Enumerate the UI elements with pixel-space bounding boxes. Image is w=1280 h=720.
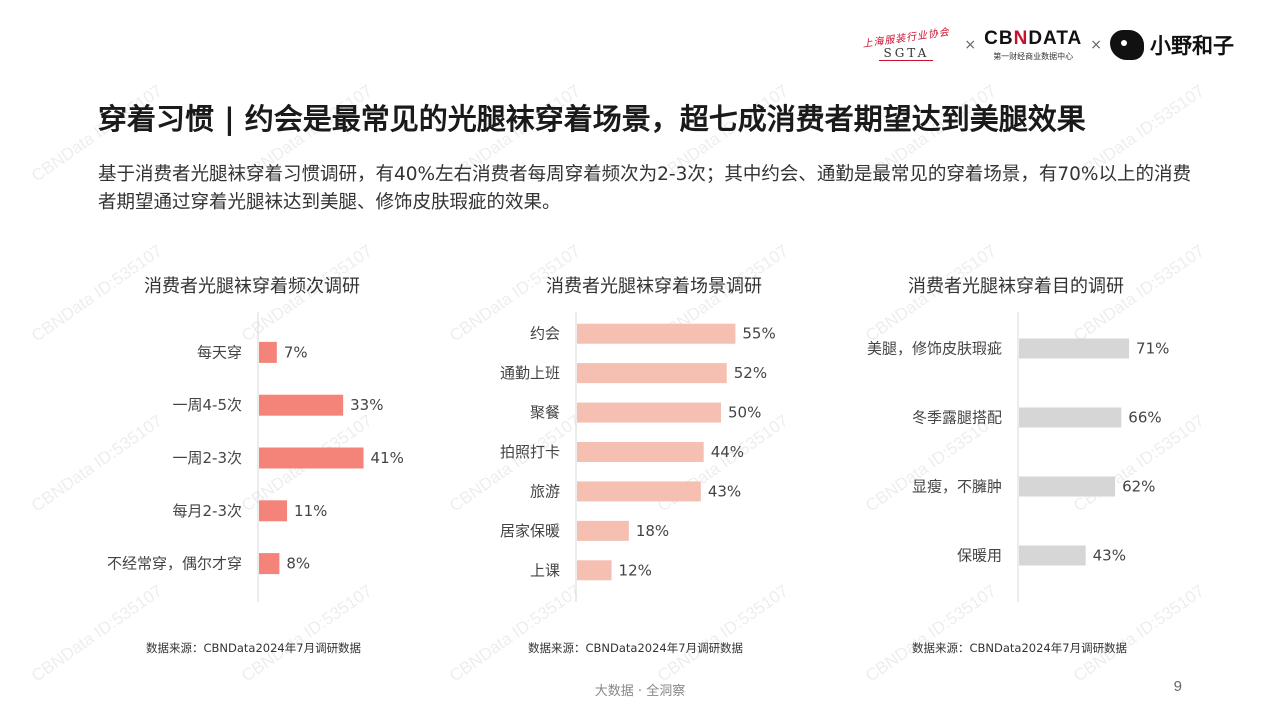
bar bbox=[577, 442, 704, 462]
value-label: 8% bbox=[286, 555, 310, 573]
bar bbox=[577, 560, 612, 581]
bar bbox=[1019, 407, 1122, 428]
xiaoyehezi-logo: 小野和子 bbox=[1110, 30, 1234, 60]
cbndata-logo-wordmark: CBNDATA bbox=[984, 28, 1082, 50]
bar bbox=[1019, 476, 1116, 497]
category-label: 美腿，修饰皮肤瑕疵 bbox=[867, 340, 1002, 358]
value-label: 41% bbox=[371, 449, 404, 467]
purpose-bar-chart: 美腿，修饰皮肤瑕疵 71% 冬季露腿搭配 66% 显瘦，不臃肿 62% 保暖用 43% bbox=[867, 312, 1169, 602]
cbndata-logo-n: N bbox=[1013, 28, 1029, 49]
bar bbox=[577, 363, 727, 384]
value-label: 7% bbox=[284, 343, 308, 361]
category-label: 通勤上班 bbox=[500, 364, 560, 382]
category-label: 一周2-3次 bbox=[173, 449, 243, 467]
chart-source: 数据来源：CBNData2024年7月调研数据 bbox=[912, 641, 1128, 655]
xiaoyehezi-logo-text: 小野和子 bbox=[1150, 34, 1234, 58]
chart-title: 消费者光腿袜穿着场景调研 bbox=[546, 276, 762, 297]
partner-logos: 上海服装行业协会 SGTA × CBNDATA 第一财经商业数据中心 × 小野和… bbox=[856, 20, 1234, 70]
value-label: 43% bbox=[708, 482, 741, 500]
xiaoyehezi-mark-icon bbox=[1110, 30, 1144, 60]
category-label: 旅游 bbox=[530, 482, 560, 500]
category-label: 每天穿 bbox=[197, 343, 242, 361]
category-label: 保暖用 bbox=[957, 547, 1002, 565]
bar bbox=[577, 481, 701, 502]
category-label: 一周4-5次 bbox=[173, 396, 243, 414]
scenario-bar-chart: 约会 55% 通勤上班 52% 聚餐 50% 拍照打卡 44% 旅游 43% 居家保暖 18% 上课 12… bbox=[500, 312, 776, 602]
value-label: 11% bbox=[294, 502, 327, 520]
category-label: 每月2-3次 bbox=[173, 502, 243, 520]
value-label: 44% bbox=[711, 443, 744, 461]
value-label: 43% bbox=[1093, 547, 1126, 565]
cbndata-logo-data: DATA bbox=[1028, 28, 1083, 49]
category-label: 约会 bbox=[530, 325, 560, 343]
category-label: 不经常穿，偶尔才穿 bbox=[107, 555, 242, 573]
cbndata-logo-subtitle: 第一财经商业数据中心 bbox=[993, 52, 1074, 61]
category-label: 冬季露腿搭配 bbox=[912, 409, 1002, 427]
sgta-logo: 上海服装行业协会 SGTA bbox=[856, 27, 956, 61]
chart-title: 消费者光腿袜穿着频次调研 bbox=[144, 276, 360, 297]
category-label: 拍照打卡 bbox=[500, 443, 560, 461]
category-label: 显瘦，不臃肿 bbox=[912, 478, 1002, 496]
category-label: 居家保暖 bbox=[500, 522, 560, 540]
value-label: 33% bbox=[350, 396, 383, 414]
bar bbox=[259, 341, 277, 363]
bar bbox=[577, 402, 721, 423]
value-label: 71% bbox=[1136, 340, 1169, 358]
bar bbox=[259, 500, 288, 522]
footer-slogan: 大数据 · 全洞察 bbox=[594, 684, 686, 699]
page-number: 9 bbox=[1173, 678, 1182, 695]
bar bbox=[1019, 545, 1086, 566]
category-label: 上课 bbox=[530, 561, 560, 579]
chart-source: 数据来源：CBNData2024年7月调研数据 bbox=[528, 641, 744, 655]
cbndata-logo: CBNDATA 第一财经商业数据中心 bbox=[984, 28, 1082, 62]
bar bbox=[577, 520, 629, 541]
bar bbox=[259, 394, 344, 416]
frequency-bar-chart: 每天穿 7% 一周4-5次 33% 一周2-3次 41% 每月2-3次 11% 不经常穿，偶尔才… bbox=[107, 312, 404, 602]
chart-source: 数据来源：CBNData2024年7月调研数据 bbox=[146, 641, 362, 655]
bar bbox=[1019, 338, 1130, 359]
logo-separator: × bbox=[1090, 37, 1102, 53]
page-description: 基于消费者光腿袜穿着习惯调研，有40%左右消费者每周穿着频次为2-3次；其中约会… bbox=[98, 164, 1191, 213]
cbndata-logo-cb: CB bbox=[984, 28, 1014, 49]
bar bbox=[259, 447, 364, 469]
logo-separator: × bbox=[964, 37, 977, 53]
page-title: 穿着习惯 | 约会是最常见的光腿袜穿着场景，超七成消费者期望达到美腿效果 bbox=[98, 102, 1086, 136]
category-label: 聚餐 bbox=[530, 404, 560, 422]
value-label: 66% bbox=[1128, 409, 1161, 427]
bar bbox=[259, 553, 280, 575]
value-label: 18% bbox=[636, 522, 669, 540]
sgta-logo-text: SGTA bbox=[879, 46, 934, 61]
value-label: 62% bbox=[1122, 478, 1155, 496]
value-label: 12% bbox=[619, 561, 652, 579]
chart-title: 消费者光腿袜穿着目的调研 bbox=[908, 276, 1124, 297]
bar bbox=[577, 323, 736, 344]
value-label: 50% bbox=[728, 404, 761, 422]
value-label: 55% bbox=[742, 325, 775, 343]
value-label: 52% bbox=[734, 364, 767, 382]
